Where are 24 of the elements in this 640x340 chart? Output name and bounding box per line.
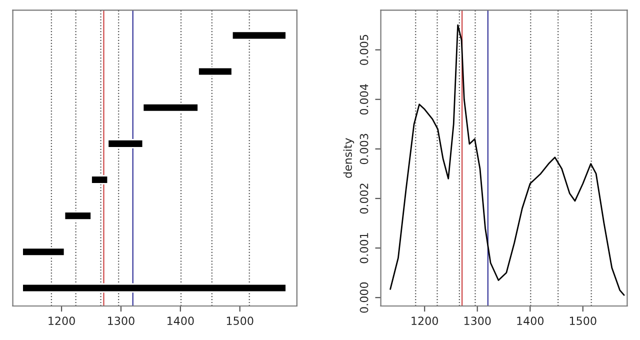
- bar: [142, 102, 199, 112]
- y-tick-label: 0.005: [360, 34, 368, 66]
- bar: [198, 66, 233, 76]
- bar: [231, 30, 287, 40]
- y-tick-label: 0.002: [360, 184, 368, 214]
- bar: [107, 139, 144, 148]
- y-tick-label: 0.001: [360, 233, 368, 264]
- y-tick-label: 0.003: [360, 134, 368, 164]
- bar: [22, 283, 287, 293]
- x-tick-label: 1500: [226, 316, 254, 326]
- x-tick-label: 1500: [570, 316, 596, 326]
- bar: [90, 175, 109, 184]
- x-tick-label: 1400: [167, 316, 194, 326]
- y-axis-title: density: [343, 138, 354, 178]
- line-series: [390, 24, 625, 296]
- x-tick-label: 1200: [412, 316, 438, 326]
- bar: [22, 247, 66, 257]
- x-tick-label: 1300: [464, 316, 491, 326]
- bar: [64, 211, 92, 220]
- y-tick-label: 0.004: [360, 84, 368, 115]
- y-tick-label: 0.000: [360, 282, 368, 313]
- x-tick-label: 1300: [108, 316, 134, 326]
- x-tick-label: 1200: [48, 316, 75, 326]
- x-tick-label: 1400: [517, 316, 544, 326]
